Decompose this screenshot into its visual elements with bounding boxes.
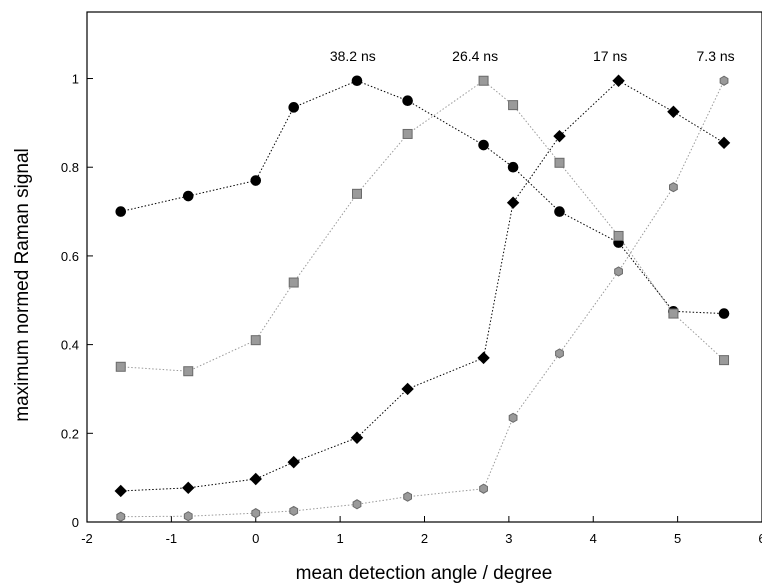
series-lines bbox=[120, 80, 725, 518]
series-line bbox=[120, 80, 725, 315]
series-line bbox=[120, 80, 725, 372]
y-tick-label: 0.2 bbox=[61, 426, 79, 441]
data-point-circle bbox=[182, 190, 194, 202]
data-point-hexagon bbox=[403, 491, 413, 502]
series-line bbox=[120, 80, 725, 518]
axis-ticks: -2 -1 0 1 2 3 4 5 6 0 0.2 0.4 0.6 0.8 1 bbox=[61, 72, 762, 546]
data-point-square bbox=[402, 128, 413, 139]
data-point-circle bbox=[250, 175, 262, 186]
data-point-circle bbox=[554, 206, 565, 217]
x-tick-label: 2 bbox=[421, 531, 428, 546]
data-point-hexagon bbox=[183, 511, 193, 522]
series-annotation: 38.2 ns bbox=[330, 48, 376, 64]
y-tick-label: 0.4 bbox=[61, 338, 79, 353]
x-tick-label: 6 bbox=[758, 531, 762, 546]
data-point-diamond bbox=[553, 129, 566, 143]
y-tick-label: 1 bbox=[72, 72, 79, 87]
data-point-hexagon bbox=[508, 412, 518, 423]
series-annotation: 26.4 ns bbox=[452, 48, 498, 64]
data-point-hexagon bbox=[614, 266, 623, 277]
data-point-hexagon bbox=[251, 508, 261, 519]
data-point-square bbox=[554, 157, 565, 168]
data-point-diamond bbox=[506, 196, 520, 209]
data-point-circle bbox=[507, 161, 519, 173]
data-point-diamond bbox=[401, 382, 414, 396]
data-point-diamond bbox=[114, 484, 127, 498]
y-tick-label: 0 bbox=[72, 515, 79, 530]
data-point-circle bbox=[351, 75, 363, 87]
data-point-diamond bbox=[717, 136, 731, 150]
data-point-hexagon bbox=[555, 348, 564, 359]
data-point-hexagon bbox=[479, 483, 488, 494]
plot-frame bbox=[86, 11, 762, 523]
data-point-diamond bbox=[249, 472, 262, 486]
data-point-hexagon bbox=[116, 511, 126, 522]
x-tick-label: -2 bbox=[81, 531, 93, 546]
data-point-square bbox=[115, 361, 126, 372]
y-axis-label: maximum normed Raman signal bbox=[12, 148, 33, 422]
data-point-circle bbox=[402, 95, 413, 106]
series-annotation: 7.3 ns bbox=[697, 48, 735, 64]
x-tick-label: 0 bbox=[252, 531, 259, 546]
data-point-diamond bbox=[667, 105, 680, 118]
data-point-square bbox=[668, 308, 679, 319]
y-tick-label: 0.8 bbox=[61, 160, 79, 175]
data-point-circle bbox=[115, 206, 127, 217]
series-markers bbox=[114, 74, 731, 522]
data-point-hexagon bbox=[669, 182, 678, 193]
data-point-circle bbox=[288, 102, 300, 113]
data-point-square bbox=[719, 355, 730, 366]
data-point-square bbox=[352, 188, 362, 199]
x-tick-label: 3 bbox=[505, 531, 512, 546]
x-axis-label: mean detection angle / degree bbox=[296, 563, 553, 584]
data-point-diamond bbox=[350, 431, 364, 444]
data-point-hexagon bbox=[289, 505, 299, 516]
series-annotations: 38.2 ns 26.4 ns 17 ns 7.3 ns bbox=[330, 48, 735, 64]
x-tick-label: 1 bbox=[337, 531, 344, 546]
data-point-circle bbox=[478, 139, 489, 151]
data-point-square bbox=[478, 75, 489, 86]
data-point-square bbox=[250, 335, 261, 346]
data-point-hexagon bbox=[719, 75, 729, 86]
x-tick-label: 4 bbox=[590, 531, 597, 546]
data-point-diamond bbox=[287, 455, 300, 469]
data-point-square bbox=[613, 230, 624, 241]
data-point-square bbox=[508, 100, 519, 111]
y-tick-label: 0.6 bbox=[61, 249, 79, 264]
data-point-square bbox=[183, 366, 194, 377]
data-point-hexagon bbox=[352, 499, 362, 510]
x-tick-label: 5 bbox=[674, 531, 681, 546]
x-tick-label: -1 bbox=[166, 531, 178, 546]
data-point-diamond bbox=[182, 481, 195, 495]
data-point-diamond bbox=[477, 351, 490, 365]
data-point-diamond bbox=[612, 74, 625, 87]
series-line bbox=[120, 80, 725, 492]
series-annotation: 17 ns bbox=[593, 48, 627, 64]
data-point-circle bbox=[718, 308, 730, 319]
data-point-square bbox=[288, 277, 299, 288]
